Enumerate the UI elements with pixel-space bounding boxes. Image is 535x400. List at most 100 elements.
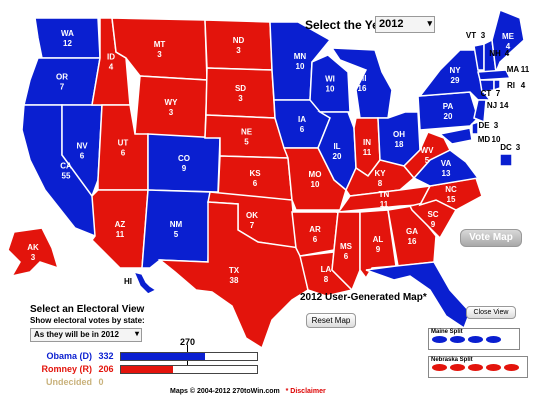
state-label-AL: AL bbox=[373, 235, 384, 244]
state-NJ[interactable] bbox=[473, 99, 487, 124]
state-label-SC: SC bbox=[427, 210, 438, 219]
candidate-name: Obama (D) bbox=[46, 351, 92, 361]
state-RI[interactable] bbox=[493, 79, 501, 92]
year-dropdown[interactable]: 2012 ▾ bbox=[375, 16, 435, 33]
district-oval[interactable] bbox=[432, 364, 447, 371]
state-ev-RI: 4 bbox=[521, 81, 526, 90]
state-label-ID: ID bbox=[107, 53, 115, 62]
electoral-view-title: Select an Electoral View bbox=[30, 304, 145, 315]
state-ev-ME: 4 bbox=[506, 42, 511, 51]
district-oval[interactable] bbox=[468, 364, 483, 371]
district-oval[interactable] bbox=[486, 364, 501, 371]
state-ev-CA: 55 bbox=[62, 172, 71, 181]
district-oval[interactable] bbox=[504, 364, 519, 371]
nebraska-split-ovals bbox=[432, 364, 527, 371]
state-ev-MS: 6 bbox=[344, 252, 349, 261]
state-ev-LA: 8 bbox=[324, 275, 329, 284]
state-WY[interactable] bbox=[134, 75, 208, 139]
state-AZ[interactable] bbox=[91, 189, 149, 269]
vote-map-button[interactable]: Vote Map bbox=[460, 229, 522, 247]
close-view-button[interactable]: Close View bbox=[466, 306, 516, 319]
state-label-CO: CO bbox=[178, 154, 190, 163]
state-ev-MA: 11 bbox=[521, 65, 530, 74]
state-label-MD: MD bbox=[478, 135, 491, 144]
state-label-NH: NH bbox=[489, 49, 501, 58]
candidate-votes: 206 bbox=[98, 364, 114, 374]
state-ND[interactable] bbox=[204, 19, 273, 71]
state-ev-NE: 5 bbox=[244, 138, 249, 147]
state-NM[interactable] bbox=[141, 189, 211, 269]
state-CO[interactable] bbox=[147, 133, 221, 193]
state-label-NV: NV bbox=[76, 142, 88, 151]
obama-vote-bar-fill bbox=[121, 353, 205, 360]
state-ev-NY: 29 bbox=[451, 76, 460, 85]
copyright-text: Maps © 2004-2012 270toWin.com bbox=[170, 388, 280, 395]
state-ev-VA: 13 bbox=[442, 169, 451, 178]
state-ev-VT: 3 bbox=[481, 31, 486, 40]
state-label-CT: CT bbox=[481, 89, 492, 98]
state-label-OR: OR bbox=[56, 73, 68, 82]
state-MA[interactable] bbox=[477, 69, 512, 81]
state-label-NE: NE bbox=[241, 128, 253, 137]
tally-row-romney: Romney (R) 206 bbox=[20, 364, 119, 374]
state-label-PA: PA bbox=[443, 102, 454, 111]
state-MD[interactable] bbox=[438, 127, 473, 145]
state-WA[interactable] bbox=[34, 17, 101, 59]
state-ev-NH: 4 bbox=[505, 49, 510, 58]
candidate-votes: 332 bbox=[98, 351, 114, 361]
candidate-name: Romney (R) bbox=[41, 364, 92, 374]
state-WV[interactable] bbox=[402, 131, 452, 180]
state-ev-KS: 6 bbox=[253, 179, 258, 188]
state-label-NJ: NJ bbox=[487, 101, 497, 110]
candidate-name: Undecided bbox=[45, 377, 92, 387]
tally-row-undecided: Undecided 0 bbox=[20, 377, 119, 387]
state-ev-WA: 12 bbox=[63, 39, 72, 48]
state-ev-AR: 6 bbox=[313, 235, 318, 244]
state-ev-NV: 6 bbox=[80, 152, 85, 161]
state-label-MI: MI bbox=[358, 74, 367, 83]
state-TX[interactable] bbox=[157, 201, 309, 350]
electoral-view-selected: As they will be in 2012 bbox=[34, 330, 119, 339]
state-PA[interactable] bbox=[417, 91, 479, 131]
district-oval[interactable] bbox=[486, 336, 501, 343]
reset-map-button[interactable]: Reset Map bbox=[306, 313, 356, 328]
state-OR[interactable] bbox=[23, 57, 101, 106]
candidate-votes: 0 bbox=[98, 377, 104, 387]
state-label-DE: DE bbox=[478, 121, 490, 130]
state-HI[interactable] bbox=[132, 270, 158, 295]
state-AR[interactable] bbox=[291, 211, 339, 257]
state-WI[interactable] bbox=[309, 54, 351, 113]
district-oval[interactable] bbox=[468, 336, 483, 343]
district-oval[interactable] bbox=[450, 336, 465, 343]
state-ME[interactable] bbox=[491, 8, 525, 73]
state-label-ND: ND bbox=[233, 36, 245, 45]
state-ev-NJ: 14 bbox=[500, 101, 509, 110]
district-oval[interactable] bbox=[450, 364, 465, 371]
state-label-MA: MA bbox=[507, 65, 520, 74]
state-ev-ND: 3 bbox=[236, 46, 241, 55]
state-label-FL: FL bbox=[413, 286, 423, 295]
state-ev-OR: 7 bbox=[60, 83, 65, 92]
state-label-UT: UT bbox=[118, 139, 129, 148]
district-oval[interactable] bbox=[432, 336, 447, 343]
state-label-LA: LA bbox=[321, 265, 332, 274]
state-ev-OH: 18 bbox=[395, 140, 404, 149]
state-ev-NC: 15 bbox=[447, 195, 456, 204]
state-ev-MN: 10 bbox=[296, 62, 305, 71]
state-DE[interactable] bbox=[471, 120, 479, 135]
state-ev-WV: 5 bbox=[425, 156, 430, 165]
state-label-RI: RI bbox=[507, 81, 515, 90]
state-AK[interactable] bbox=[7, 227, 60, 278]
state-label-NC: NC bbox=[445, 185, 457, 194]
state-label-KS: KS bbox=[249, 169, 261, 178]
chevron-down-icon: ▾ bbox=[134, 329, 139, 338]
disclaimer-link[interactable]: * Disclaimer bbox=[285, 388, 326, 395]
state-ev-CT: 7 bbox=[496, 89, 501, 98]
state-DC[interactable] bbox=[499, 153, 513, 167]
state-SD[interactable] bbox=[205, 67, 276, 119]
state-label-AR: AR bbox=[309, 225, 321, 234]
footer: Maps © 2004-2012 270toWin.com * Disclaim… bbox=[170, 388, 326, 395]
electoral-view-dropdown[interactable]: As they will be in 2012 ▾ bbox=[30, 328, 142, 342]
state-label-AZ: AZ bbox=[115, 220, 126, 229]
